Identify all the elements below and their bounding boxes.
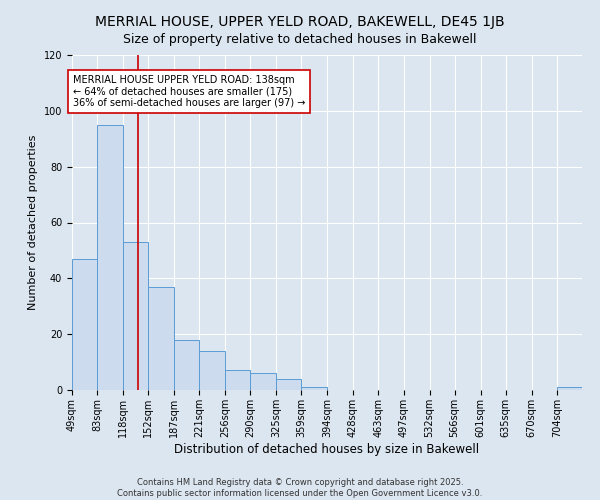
Text: Size of property relative to detached houses in Bakewell: Size of property relative to detached ho… (123, 32, 477, 46)
X-axis label: Distribution of detached houses by size in Bakewell: Distribution of detached houses by size … (175, 442, 479, 456)
Text: MERRIAL HOUSE, UPPER YELD ROAD, BAKEWELL, DE45 1JB: MERRIAL HOUSE, UPPER YELD ROAD, BAKEWELL… (95, 15, 505, 29)
Bar (225, 370, 250, 390)
Bar (97, 125, 123, 390)
Bar (301, 387, 328, 390)
Bar (123, 242, 148, 390)
Bar (199, 351, 225, 390)
Bar (72, 259, 97, 390)
Bar (557, 387, 582, 390)
Text: MERRIAL HOUSE UPPER YELD ROAD: 138sqm
← 64% of detached houses are smaller (175): MERRIAL HOUSE UPPER YELD ROAD: 138sqm ← … (73, 74, 305, 108)
Bar (148, 286, 174, 390)
Text: Contains HM Land Registry data © Crown copyright and database right 2025.
Contai: Contains HM Land Registry data © Crown c… (118, 478, 482, 498)
Y-axis label: Number of detached properties: Number of detached properties (28, 135, 38, 310)
Bar (276, 379, 301, 390)
Bar (250, 373, 276, 390)
Bar (174, 340, 199, 390)
